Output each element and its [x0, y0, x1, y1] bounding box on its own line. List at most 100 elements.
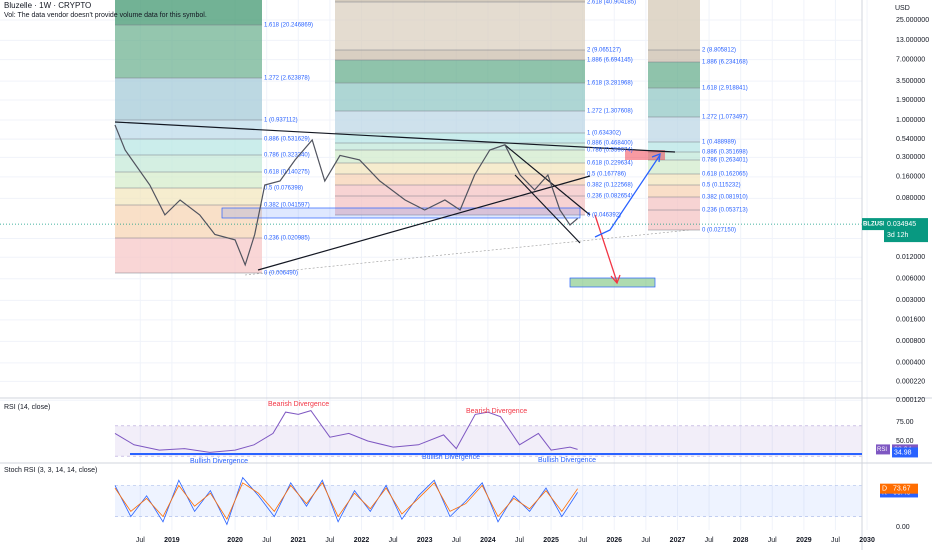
- y-tick-label: 0.003000: [896, 297, 925, 304]
- fib-label: 0.886 (0.351698): [702, 150, 748, 156]
- fib-label: 1.618 (3.281968): [587, 81, 633, 87]
- rsi-ma-value: 34.98: [894, 449, 912, 456]
- fib-band: [648, 88, 700, 117]
- fib-band: [648, 210, 700, 230]
- x-tick-label: 2025: [543, 537, 559, 544]
- y-tick-label: 25.000000: [896, 17, 929, 24]
- y-tick-label: 0.001600: [896, 317, 925, 324]
- fib-band: [335, 50, 585, 60]
- stoch-band: [115, 485, 862, 517]
- y-tick-label: 3.500000: [896, 78, 925, 85]
- rsi-title: RSI (14, close): [4, 404, 50, 411]
- currency: USD: [895, 5, 910, 12]
- fib-label: 0 (0.027150): [702, 228, 736, 234]
- x-tick-label: Jul: [705, 537, 714, 544]
- stoch-title: Stoch RSI (3, 3, 14, 14, close): [4, 467, 97, 474]
- fib-band: [648, 142, 700, 152]
- fib-label: 0.236 (0.053713): [702, 208, 748, 214]
- y-tick-label: 0.012000: [896, 254, 925, 261]
- fib-band: [115, 155, 262, 172]
- fib-label: 0.618 (0.229634): [587, 161, 633, 167]
- fib-band: [648, 197, 700, 210]
- volume-note: Vol: The data vendor doesn't provide vol…: [4, 12, 207, 19]
- y-tick-label: 0.000800: [896, 338, 925, 345]
- x-tick-label: 2030: [859, 537, 875, 544]
- price-line: [114, 124, 578, 267]
- fib-label: 0.786 (0.323340): [264, 153, 310, 159]
- divergence-label: Bullish Divergence: [190, 458, 248, 465]
- background: [0, 0, 868, 530]
- fib-band: [648, 160, 700, 174]
- fib-label: 1.272 (1.307608): [587, 109, 633, 115]
- price-countdown: 3d 12h: [887, 232, 909, 239]
- fib-label: 0.786 (0.359074): [587, 148, 633, 154]
- fib-label: 0.886 (0.468400): [587, 141, 633, 147]
- y-tick-label: 13.000000: [896, 37, 929, 44]
- fib-band: [648, 152, 700, 160]
- divergence-label: Bullish Divergence: [538, 457, 596, 464]
- x-tick-label: Jul: [262, 537, 271, 544]
- x-tick-label: 2021: [290, 537, 306, 544]
- x-tick-label: Jul: [136, 537, 145, 544]
- fib-label: 1 (0.937112): [264, 118, 298, 124]
- fib-band: [335, 60, 585, 83]
- fib-band: [335, 111, 585, 133]
- fib-band: [335, 150, 585, 163]
- fib-label: 1 (0.634302): [587, 131, 621, 137]
- y-tick-label: 0.000400: [896, 360, 925, 367]
- x-tick-label: 2024: [480, 537, 496, 544]
- y-tick-label: 0.540000: [896, 136, 925, 143]
- fib-label: 0.5 (0.167786): [587, 172, 626, 178]
- stoch-value: 73.67: [893, 486, 911, 493]
- y-tick-label: 0.080000: [896, 195, 925, 202]
- y-tick-label: 0.000220: [896, 378, 925, 385]
- symbol-title: Bluzelle · 1W · CRYPTO: [4, 1, 91, 10]
- fib-label: 0 (0.046392): [587, 213, 621, 219]
- fib-label: 0.382 (0.081910): [702, 195, 748, 201]
- up-arrow: [594, 153, 661, 238]
- fib-band: [335, 163, 585, 174]
- rsi-name: RSI: [877, 447, 887, 453]
- price-badge: [862, 218, 884, 231]
- y-tick-label: 0.006000: [896, 276, 925, 283]
- fib-label: 0 (0.006490): [264, 271, 298, 277]
- dashed-line: [244, 229, 691, 276]
- rsi-ma-badge: [892, 447, 918, 458]
- foreground: Jul 2019 2020 Jul 2021 Jul 2022 Jul 2023 Jul 2024 J…: [114, 0, 929, 544]
- fib-band: [115, 188, 262, 205]
- x-tick-label: Jul: [325, 537, 334, 544]
- divergence-label: Bearish Divergence: [466, 408, 527, 415]
- y-tick-label: 1.000000: [896, 117, 925, 124]
- fib-band: [335, 174, 585, 185]
- x-tick-label: 2027: [670, 537, 686, 544]
- fib-band: [335, 143, 585, 150]
- target-zone: [569, 277, 656, 288]
- fib-label: 1.886 (6.234168): [702, 60, 748, 66]
- fib-label: 1.618 (2.918841): [702, 86, 748, 92]
- y-tick-label: 0.000120: [896, 397, 925, 404]
- price-symbol: BLZUSD: [863, 222, 888, 228]
- stoch-badge: [880, 483, 918, 494]
- fib-label: 0.5 (0.115232): [702, 183, 741, 189]
- fib-band: [335, 83, 585, 111]
- fib-label: 0.236 (0.082654): [587, 194, 633, 200]
- fib-band: [115, 120, 262, 139]
- x-tick-label: Jul: [515, 537, 524, 544]
- fib-label: 0.382 (0.041597): [264, 203, 310, 209]
- x-tick-label: 2022: [354, 537, 370, 544]
- fib-label: 2 (9.065127): [587, 48, 621, 54]
- fib-band: [335, 185, 585, 196]
- down-arrow: [594, 214, 621, 285]
- price-badge: [884, 218, 928, 243]
- fib-label: 1.272 (1.073497): [702, 115, 748, 121]
- fib-band: [115, 0, 262, 25]
- fib-label: 0.382 (0.122568): [587, 183, 633, 189]
- fib-label: 0.5 (0.076398): [264, 186, 303, 192]
- fib-label: 1 (0.488989): [702, 140, 736, 146]
- fib-label: 0.618 (0.162065): [702, 172, 748, 178]
- fib-label: 1.618 (20.246869): [264, 23, 313, 29]
- fib-band: [115, 25, 262, 78]
- x-tick-label: 2026: [606, 537, 622, 544]
- fib-band: [648, 117, 700, 142]
- fib-band: [335, 196, 585, 215]
